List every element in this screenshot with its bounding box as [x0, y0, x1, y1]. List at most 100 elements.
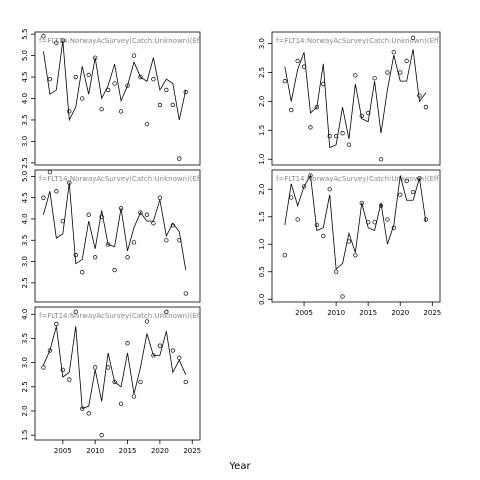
y-tick-label: 1.5	[21, 430, 29, 441]
data-point	[86, 411, 91, 416]
data-point	[60, 367, 65, 373]
data-point	[378, 157, 384, 162]
data-point	[86, 72, 91, 78]
data-point	[105, 365, 111, 370]
data-point	[138, 210, 143, 215]
data-point	[131, 394, 137, 399]
data-point	[321, 233, 326, 239]
x-tick-label: 2025	[183, 447, 201, 455]
data-point	[170, 348, 175, 353]
y-tick-label: 3.5	[21, 235, 29, 246]
data-point	[340, 131, 345, 136]
data-point	[67, 377, 72, 382]
y-tick-label: 1.5	[258, 125, 266, 136]
data-point	[398, 192, 403, 197]
data-point	[93, 365, 98, 370]
data-point	[125, 341, 130, 346]
data-point	[177, 156, 182, 161]
data-point	[41, 365, 46, 370]
panel-title: f=FLT14:NorwayAcSurvey(Catch:Unknown)(Ef…	[39, 312, 224, 320]
data-point	[183, 291, 188, 296]
data-point	[54, 321, 59, 327]
y-tick-label: 2.5	[21, 157, 29, 168]
y-tick-label: 1.5	[258, 211, 266, 222]
data-point	[157, 195, 163, 200]
data-point	[164, 87, 169, 93]
data-point	[157, 343, 163, 348]
data-point	[112, 267, 117, 273]
y-tick-label: 4.5	[21, 71, 29, 82]
x-tick-label: 2015	[119, 447, 137, 455]
data-point	[295, 58, 300, 64]
data-point	[385, 70, 390, 75]
y-tick-label: 3.0	[21, 256, 29, 267]
data-point	[151, 221, 156, 226]
data-point	[99, 214, 104, 219]
data-point	[346, 142, 352, 147]
x-tick-label: 2025	[423, 309, 441, 317]
data-point	[47, 348, 53, 353]
data-point	[164, 309, 169, 314]
data-point	[138, 74, 143, 80]
data-point	[282, 79, 287, 84]
data-point	[99, 433, 104, 438]
data-point	[138, 379, 143, 385]
panel-frame	[271, 169, 441, 303]
y-tick-label: 5.5	[21, 29, 29, 40]
data-point	[80, 270, 85, 275]
y-tick-label: 3.0	[21, 136, 29, 147]
x-tick-label: 2020	[391, 309, 409, 317]
panel: f=FLT14:NorwayAcSurvey(Catch:Unknown)(Ef…	[258, 169, 461, 317]
y-tick-label: 4.5	[21, 192, 29, 203]
data-point	[327, 187, 332, 192]
y-tick-label: 4.0	[21, 213, 29, 224]
y-tick-label: 2.5	[21, 277, 29, 288]
panel-frame	[271, 31, 441, 166]
data-point	[417, 93, 422, 98]
fit-line	[43, 40, 187, 122]
data-point	[353, 73, 358, 78]
y-tick-label: 3.0	[258, 38, 266, 49]
data-point	[385, 217, 390, 222]
data-point	[47, 77, 53, 82]
data-point	[289, 195, 294, 200]
data-point	[47, 169, 53, 175]
y-tick-label: 3.5	[21, 114, 29, 125]
y-tick-label: 2.5	[258, 67, 266, 78]
data-point	[125, 83, 130, 88]
data-point	[118, 109, 124, 114]
x-axis-label: Year	[228, 461, 251, 472]
data-point	[295, 217, 300, 222]
data-point	[93, 255, 98, 260]
panel: f=FLT14:NorwayAcSurvey(Catch:Unknown)(Ef…	[258, 31, 441, 166]
panel-title: f=FLT14:NorwayAcSurvey(Catch:Unknown)(Ef…	[39, 175, 224, 183]
data-point	[308, 125, 313, 130]
panel-title: f=FLT14:NorwayAcSurvey(Catch:Unknown)(Ef…	[276, 175, 461, 183]
panel: f=FLT14:NorwayAcSurvey(Catch:Unknown)(Ef…	[21, 306, 224, 455]
x-tick-label: 2015	[359, 309, 377, 317]
data-point	[353, 253, 358, 258]
data-point	[151, 77, 156, 82]
data-point	[54, 189, 59, 194]
fit-line	[284, 174, 427, 270]
data-point	[333, 269, 339, 274]
x-tick-label: 2010	[327, 309, 345, 317]
data-point	[112, 81, 117, 86]
data-point	[67, 109, 72, 114]
y-tick-label: 1.0	[258, 239, 266, 250]
fit-line	[43, 326, 187, 410]
panel: f=FLT14:NorwayAcSurvey(Catch:Unknown)(Ef…	[21, 29, 201, 168]
data-point	[404, 178, 409, 184]
data-point	[282, 253, 287, 258]
panel-frame	[34, 169, 201, 303]
data-point	[125, 255, 130, 260]
data-point	[177, 355, 182, 360]
panel-frame	[34, 306, 201, 441]
x-tick-label: 2005	[295, 309, 313, 317]
y-tick-label: 5.0	[21, 50, 29, 61]
y-tick-label: 1.0	[258, 154, 266, 165]
fit-line	[43, 182, 187, 271]
data-point	[314, 222, 320, 228]
data-point	[41, 195, 46, 200]
data-point	[410, 35, 416, 40]
